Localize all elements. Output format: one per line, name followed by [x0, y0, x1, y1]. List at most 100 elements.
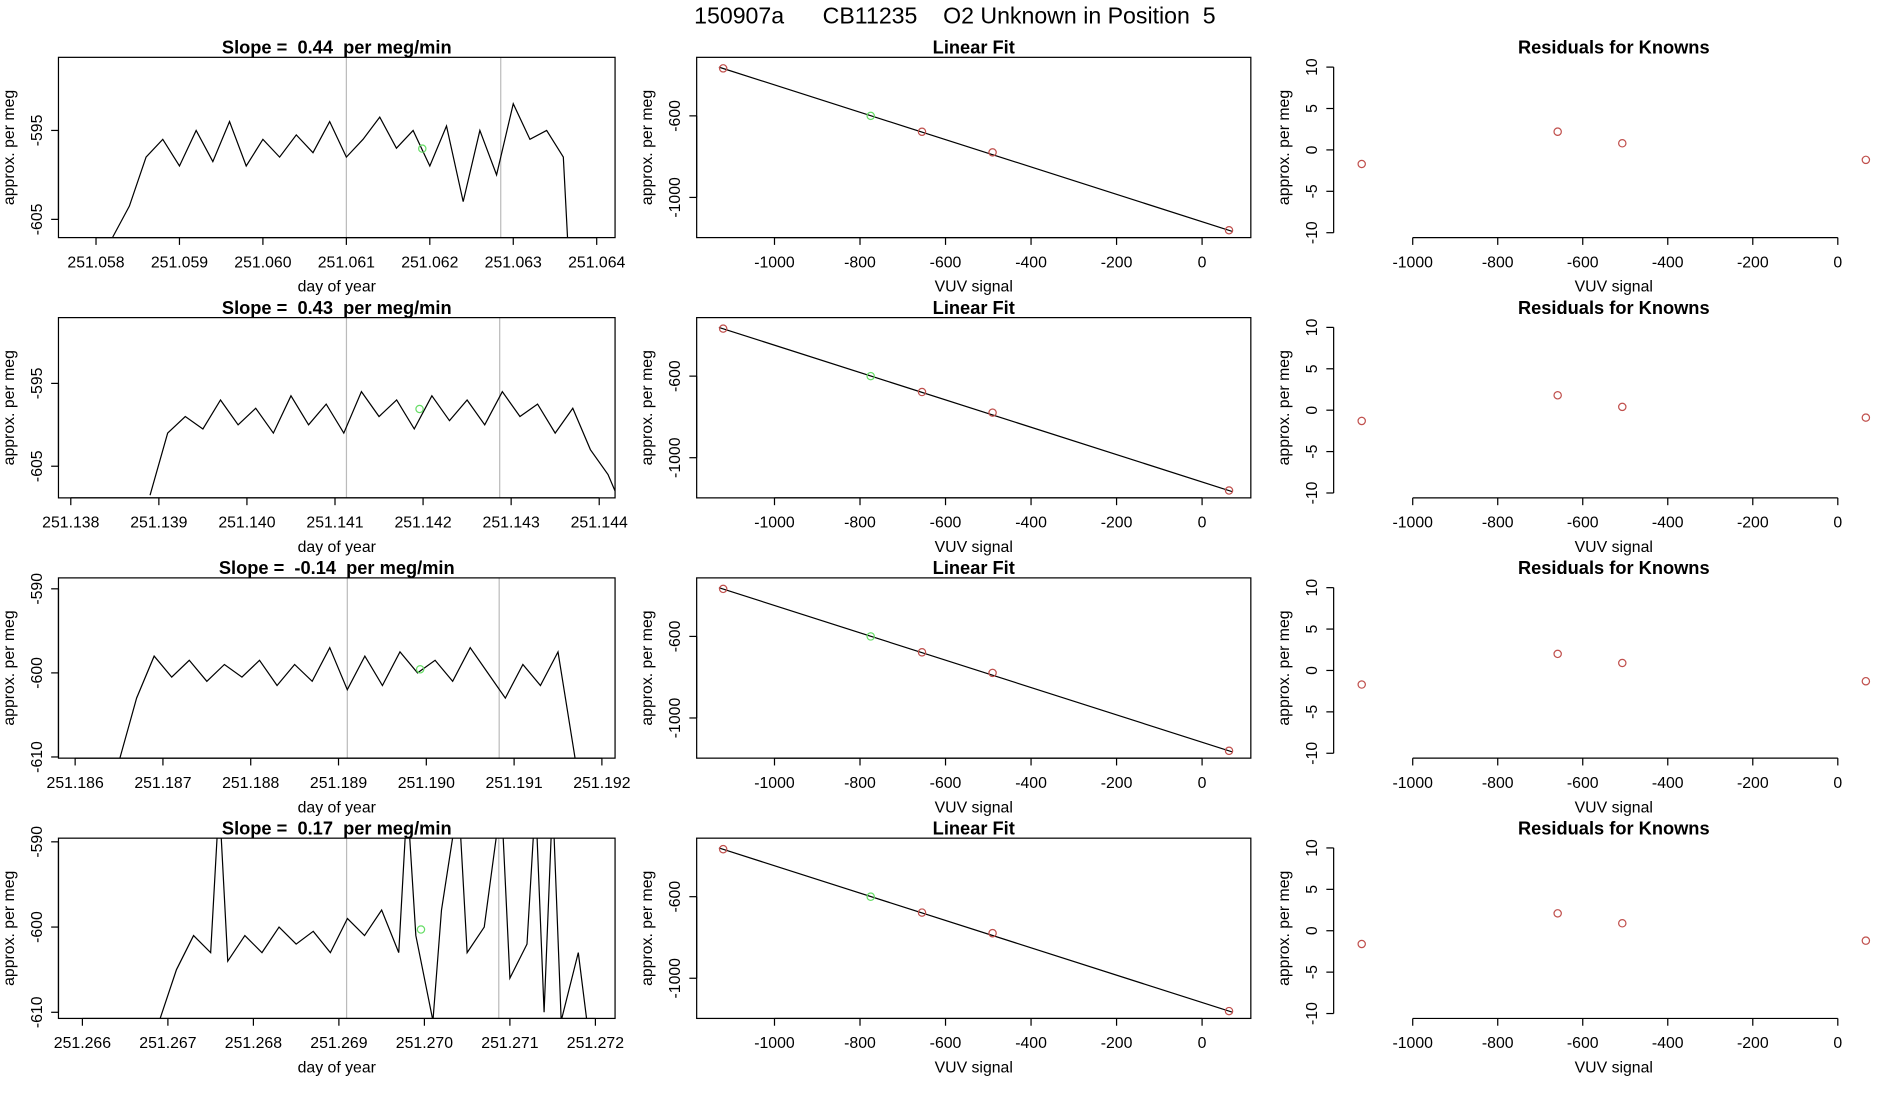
x-tick-label: 0: [1198, 515, 1207, 532]
panel: Slope = 0.44 per meg/min day of year appro…: [1, 37, 626, 296]
point: [1553, 909, 1562, 918]
x-tick-label: -800: [1482, 254, 1514, 271]
x-tick-label: -1000: [1392, 1035, 1433, 1052]
x-tick-label: -600: [930, 515, 962, 532]
point: [1553, 391, 1562, 400]
x-tick-label: 0: [1833, 254, 1842, 271]
x-tick-label: 251.144: [571, 515, 628, 532]
x-tick-label: 0: [1198, 1035, 1207, 1052]
x-tick-label: 251.270: [396, 1035, 453, 1052]
highlight-point: [418, 144, 427, 153]
y-tick-label: 5: [1304, 104, 1321, 113]
y-tick-label: 5: [1304, 624, 1321, 633]
x-tick-label: -400: [1015, 775, 1047, 792]
y-axis-label: approx. per meg: [1276, 610, 1293, 725]
point: [1861, 155, 1871, 165]
panel-title: Slope = 0.43 per meg/min: [222, 297, 452, 318]
x-tick-label: 251.266: [54, 1035, 111, 1052]
panel-title: Residuals for Knowns: [1518, 817, 1710, 838]
point: [718, 64, 728, 73]
panel-title: Residuals for Knowns: [1518, 557, 1710, 578]
point: [1618, 402, 1627, 412]
point: [1618, 658, 1627, 668]
y-axis-label: approx. per meg: [639, 871, 656, 986]
point: [1224, 1006, 1234, 1016]
x-axis-label: VUV signal: [1575, 1060, 1653, 1077]
y-tick-label: -600: [667, 881, 684, 913]
x-tick-label: 251.190: [398, 775, 455, 792]
y-tick-label: 10: [1304, 579, 1321, 597]
y-axis-label: approx. per meg: [1276, 350, 1293, 465]
x-tick-label: 251.271: [481, 1035, 538, 1052]
y-tick-label: -1000: [667, 437, 684, 478]
x-tick-label: -200: [1737, 254, 1769, 271]
plot-box: [57, 837, 616, 1020]
panel: Residuals for Knowns VUV signal approx. pe…: [1276, 817, 1871, 1077]
x-tick-label: -200: [1737, 515, 1769, 532]
x-axis-label: day of year: [298, 1060, 377, 1077]
x-tick-label: -400: [1015, 254, 1047, 271]
plot-box: [696, 317, 1252, 499]
y-axis-label: approx. per meg: [1, 610, 18, 725]
y-axis-label: approx. per meg: [639, 90, 656, 205]
highlight-point: [415, 404, 424, 414]
y-tick-label: 0: [1304, 406, 1321, 415]
plot-area: [718, 324, 1234, 495]
x-tick-label: -1000: [1392, 775, 1433, 792]
x-tick-label: -800: [844, 775, 876, 792]
x-axis-label: VUV signal: [935, 1060, 1013, 1077]
x-tick-label: -600: [930, 254, 962, 271]
plot-area: [1357, 391, 1871, 426]
y-tick-label: -10: [1304, 221, 1321, 244]
x-tick-label: -400: [1652, 515, 1684, 532]
x-tick-label: -1000: [754, 515, 795, 532]
point: [1357, 159, 1366, 169]
y-tick-label: -600: [29, 911, 46, 943]
panel: Linear Fit VUV signal approx. per meg -1000…: [639, 557, 1252, 816]
point: [1224, 746, 1234, 756]
highlight-point: [416, 925, 426, 934]
x-tick-label: 251.267: [139, 1035, 196, 1052]
y-tick-label: -605: [29, 203, 46, 235]
y-tick-label: 5: [1304, 885, 1321, 894]
y-tick-label: -595: [29, 114, 46, 146]
trace-line: [119, 646, 576, 759]
highlight-point: [415, 665, 425, 674]
y-axis-label: approx. per meg: [639, 350, 656, 465]
plot-area: [718, 584, 1234, 756]
panel: Residuals for Knowns VUV signal approx. pe…: [1276, 297, 1871, 556]
y-tick-label: 0: [1304, 926, 1321, 935]
x-tick-label: -1000: [1392, 515, 1433, 532]
x-axis-label: VUV signal: [1575, 279, 1653, 296]
y-tick-label: 0: [1304, 666, 1321, 675]
x-tick-label: 251.192: [573, 775, 630, 792]
x-tick-label: -400: [1652, 254, 1684, 271]
x-tick-label: 0: [1833, 515, 1842, 532]
y-tick-label: -1000: [667, 958, 684, 999]
plot-box: [57, 317, 616, 499]
x-tick-label: -200: [1737, 775, 1769, 792]
x-axis-label: VUV signal: [1575, 539, 1653, 556]
plot-box: [57, 56, 616, 239]
y-tick-label: 0: [1304, 145, 1321, 154]
y-tick-label: -605: [29, 450, 46, 482]
x-tick-label: 251.143: [483, 515, 540, 532]
trace-line: [112, 101, 569, 238]
plot-area: [718, 844, 1234, 1016]
point: [718, 844, 728, 854]
point: [866, 892, 875, 901]
x-tick-label: -600: [1567, 775, 1599, 792]
x-tick-label: 251.142: [394, 515, 451, 532]
y-tick-label: 10: [1304, 839, 1321, 857]
x-tick-label: -400: [1015, 515, 1047, 532]
point: [917, 908, 927, 917]
y-tick-label: -595: [29, 367, 46, 399]
x-tick-label: -800: [844, 515, 876, 532]
x-tick-label: 0: [1198, 254, 1207, 271]
x-tick-label: -400: [1652, 1035, 1684, 1052]
trace-line: [159, 838, 588, 1019]
x-axis-label: VUV signal: [935, 539, 1013, 556]
panel-title: Slope = 0.44 per meg/min: [222, 37, 452, 58]
x-tick-label: -200: [1101, 1035, 1133, 1052]
